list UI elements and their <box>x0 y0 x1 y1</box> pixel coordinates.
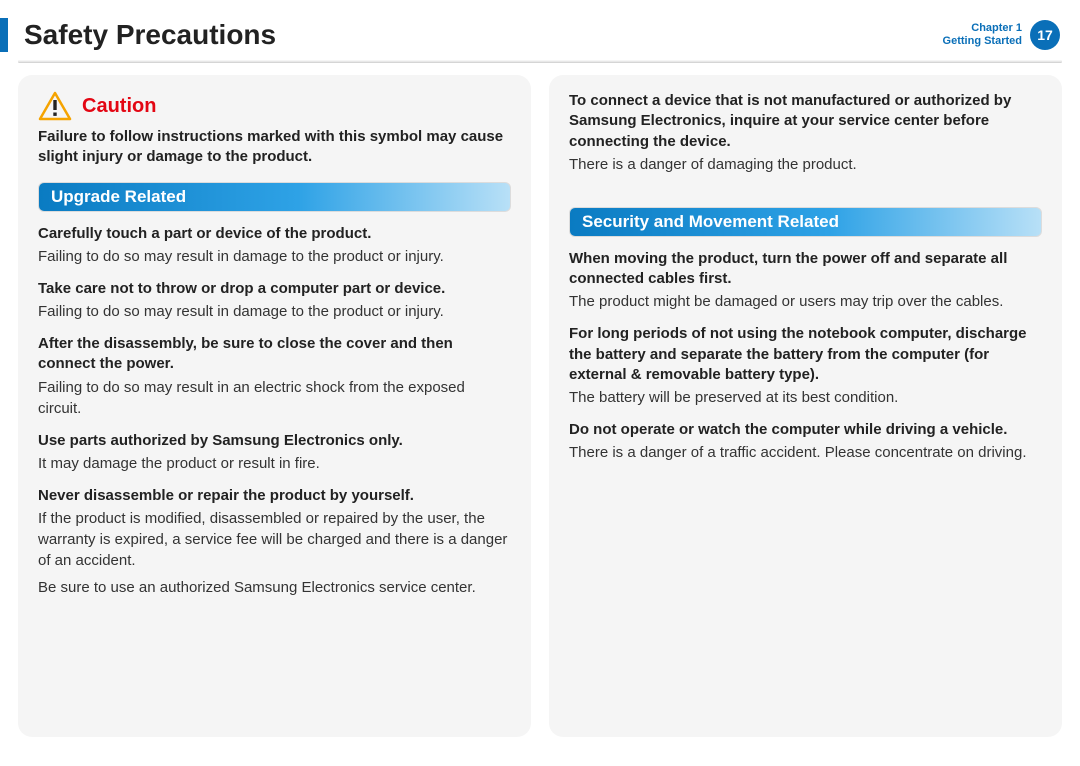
list-item: When moving the product, turn the power … <box>569 249 1042 313</box>
item-heading: Take care not to throw or drop a compute… <box>38 279 511 299</box>
section-bar-upgrade: Upgrade Related <box>38 182 511 212</box>
item-heading: Carefully touch a part or device of the … <box>38 224 511 244</box>
header-divider <box>18 60 1062 63</box>
right-column: To connect a device that is not manufact… <box>549 75 1062 737</box>
page-number-badge: 17 <box>1030 20 1060 50</box>
item-body: Failing to do so may result in damage to… <box>38 246 511 267</box>
item-body: The product might be damaged or users ma… <box>569 291 1042 312</box>
content-area: Caution Failure to follow instructions m… <box>0 63 1080 755</box>
item-body: If the product is modified, disassembled… <box>38 508 511 571</box>
chapter-info: Chapter 1 Getting Started <box>943 22 1022 48</box>
section-bar-security: Security and Movement Related <box>569 207 1042 237</box>
caution-row: Caution <box>38 91 511 121</box>
chapter-line-2: Getting Started <box>943 35 1022 48</box>
list-item: Carefully touch a part or device of the … <box>38 224 511 267</box>
caution-label: Caution <box>82 95 156 118</box>
item-body: There is a danger of a traffic accident.… <box>569 442 1042 463</box>
list-item: Never disassemble or repair the product … <box>38 486 511 598</box>
section-title-right: Security and Movement Related <box>582 212 839 232</box>
item-heading: After the disassembly, be sure to close … <box>38 334 511 375</box>
item-heading: When moving the product, turn the power … <box>569 249 1042 290</box>
item-heading: Do not operate or watch the computer whi… <box>569 420 1042 440</box>
item-body: The battery will be preserved at its bes… <box>569 387 1042 408</box>
item-body-extra: Be sure to use an authorized Samsung Ele… <box>38 577 511 598</box>
list-item: Take care not to throw or drop a compute… <box>38 279 511 322</box>
list-item: After the disassembly, be sure to close … <box>38 334 511 419</box>
chapter-line-1: Chapter 1 <box>943 22 1022 35</box>
item-body: There is a danger of damaging the produc… <box>569 154 1042 175</box>
item-heading: Use parts authorized by Samsung Electron… <box>38 431 511 451</box>
caution-description: Failure to follow instructions marked wi… <box>38 127 511 168</box>
section-title-left: Upgrade Related <box>51 187 186 207</box>
accent-bar <box>0 18 8 52</box>
list-item: Do not operate or watch the computer whi… <box>569 420 1042 463</box>
list-item: For long periods of not using the notebo… <box>569 324 1042 408</box>
item-body: Failing to do so may result in an electr… <box>38 377 511 419</box>
item-heading: Never disassemble or repair the product … <box>38 486 511 506</box>
header-right: Chapter 1 Getting Started 17 <box>943 20 1080 50</box>
list-item: Use parts authorized by Samsung Electron… <box>38 431 511 474</box>
item-body: Failing to do so may result in damage to… <box>38 301 511 322</box>
left-column: Caution Failure to follow instructions m… <box>18 75 531 737</box>
item-heading: To connect a device that is not manufact… <box>569 91 1042 152</box>
item-heading: For long periods of not using the notebo… <box>569 324 1042 385</box>
page-title: Safety Precautions <box>24 19 276 51</box>
page-header: Safety Precautions Chapter 1 Getting Sta… <box>0 0 1080 56</box>
warning-triangle-icon <box>38 91 72 121</box>
item-body: It may damage the product or result in f… <box>38 453 511 474</box>
header-left: Safety Precautions <box>0 18 276 52</box>
